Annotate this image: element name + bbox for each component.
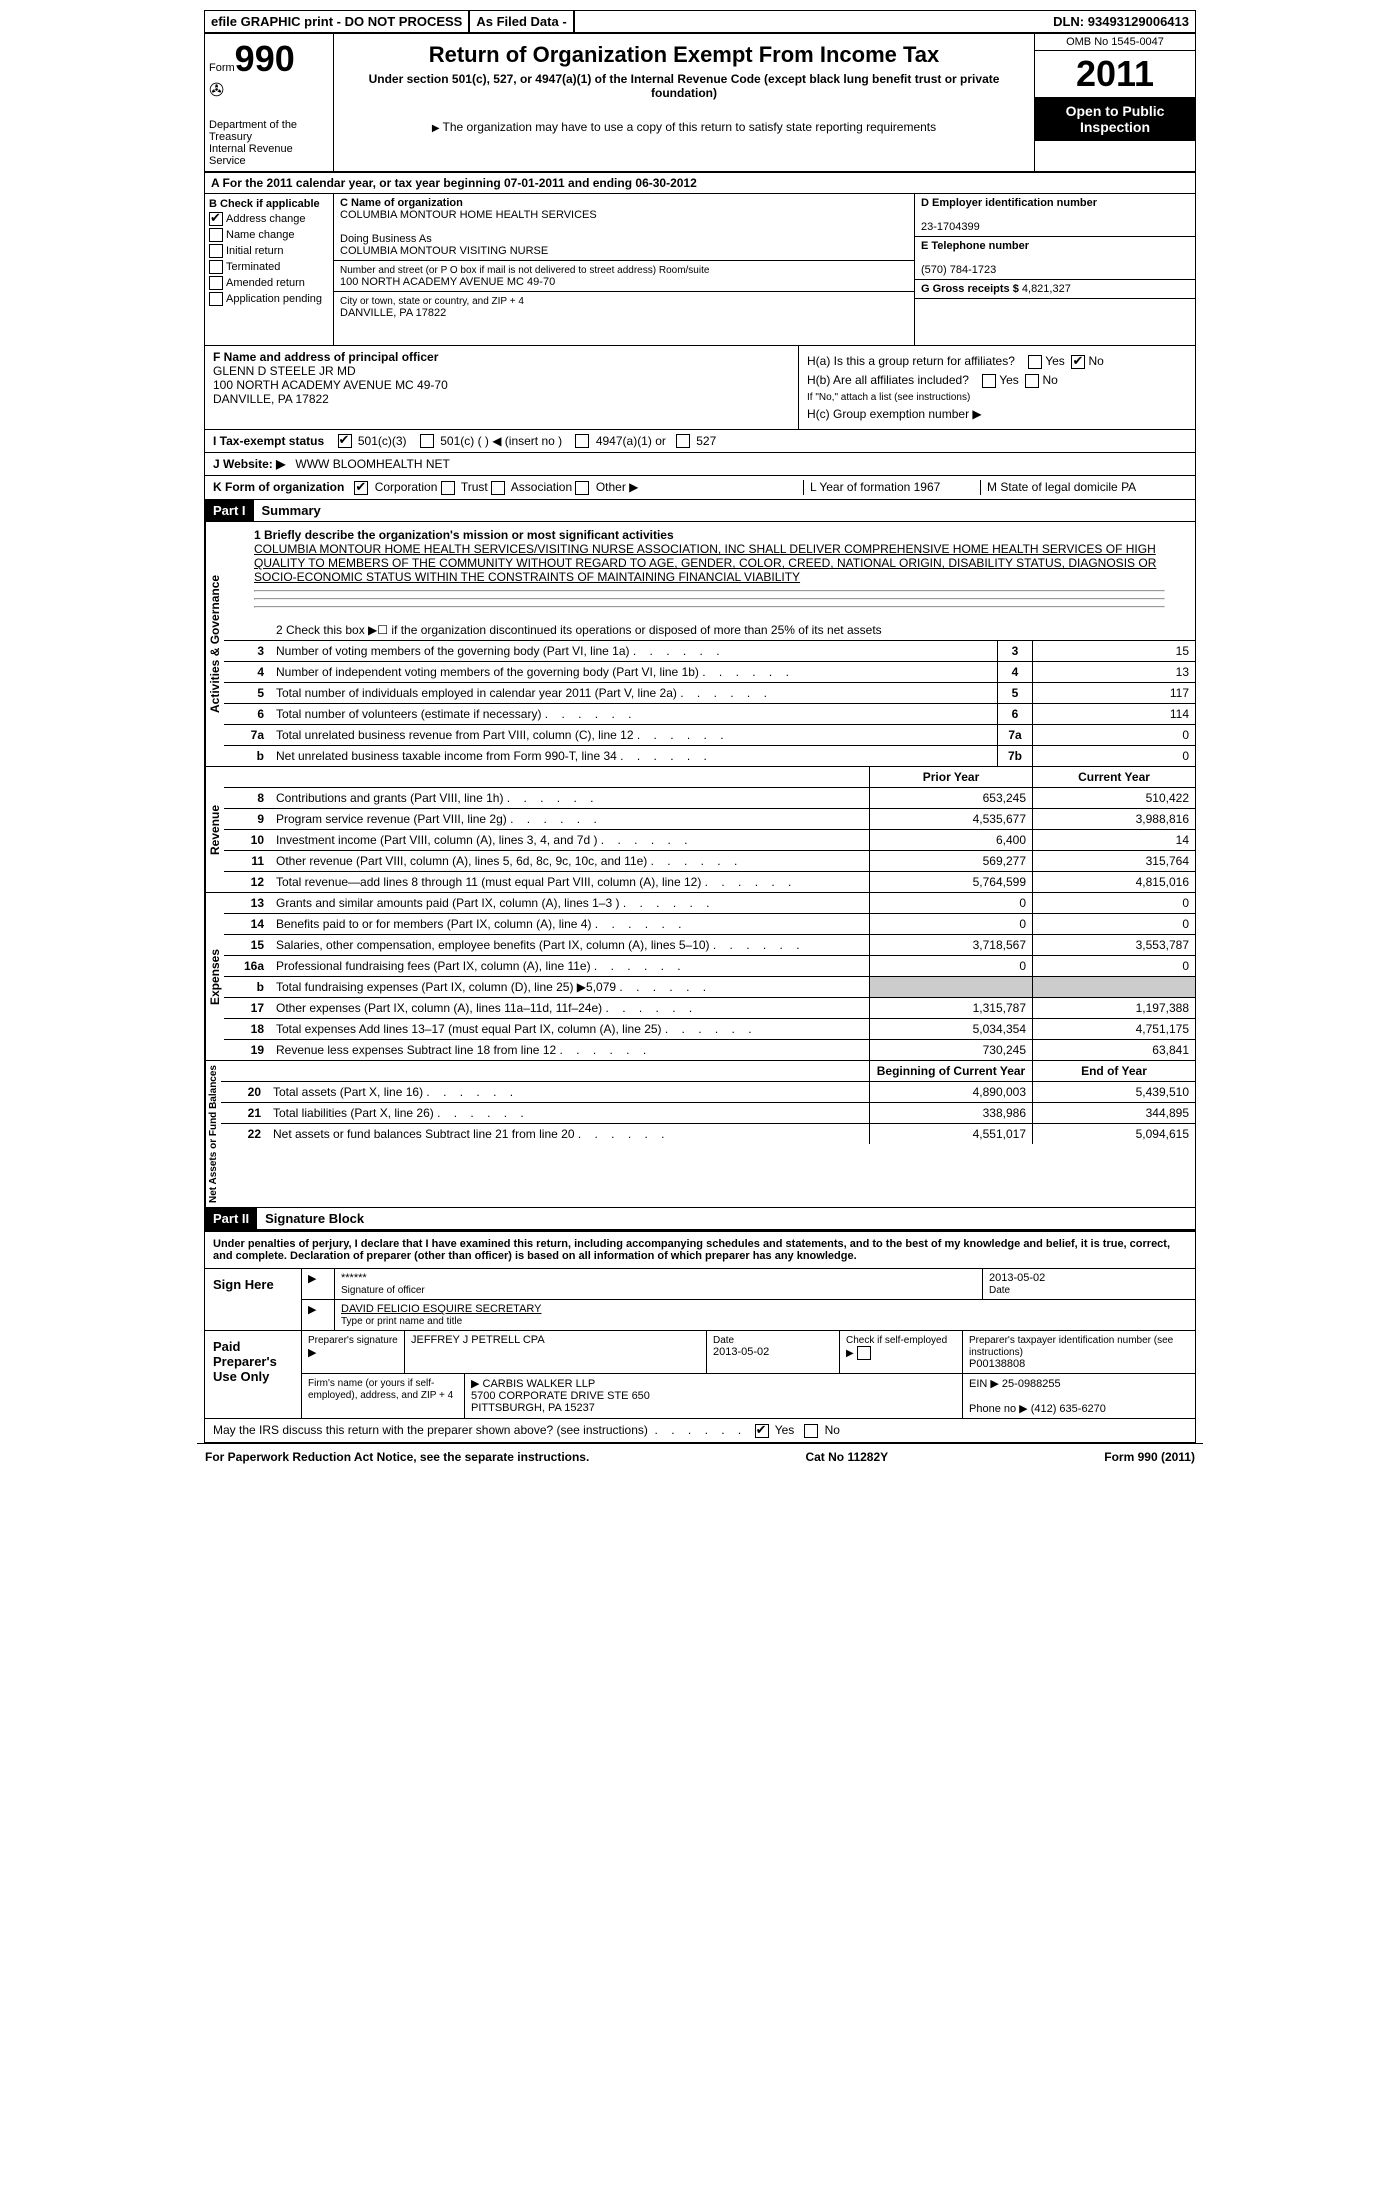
dept-treasury: Department of the Treasury Internal Reve… xyxy=(209,119,329,167)
gov-line: 5 Total number of individuals employed i… xyxy=(224,683,1195,704)
org-name: COLUMBIA MONTOUR HOME HEALTH SERVICES xyxy=(340,209,597,221)
data-line: 21 Total liabilities (Part X, line 26) 3… xyxy=(221,1103,1195,1124)
tax-year: 2011 xyxy=(1035,51,1195,97)
revenue-section: Revenue Prior Year Current Year 8 Contri… xyxy=(205,767,1195,893)
data-line: 14 Benefits paid to or for members (Part… xyxy=(224,914,1195,935)
section-fh: F Name and address of principal officer … xyxy=(205,346,1195,430)
data-line: 17 Other expenses (Part IX, column (A), … xyxy=(224,998,1195,1019)
data-line: b Total fundraising expenses (Part IX, c… xyxy=(224,977,1195,998)
data-line: 13 Grants and similar amounts paid (Part… xyxy=(224,893,1195,914)
gov-line: 7a Total unrelated business revenue from… xyxy=(224,725,1195,746)
data-line: 12 Total revenue—add lines 8 through 11 … xyxy=(224,872,1195,892)
section-b: B Check if applicable Address change Nam… xyxy=(205,194,334,345)
city-state-zip: DANVILLE, PA 17822 xyxy=(340,307,446,319)
row-j-website: J Website: ▶ WWW BLOOMHEALTH NET xyxy=(205,453,1195,476)
part1-header: Part ISummary xyxy=(205,500,1195,522)
telephone: (570) 784-1723 xyxy=(921,264,996,276)
data-line: 15 Salaries, other compensation, employe… xyxy=(224,935,1195,956)
part2-header: Part IISignature Block xyxy=(205,1208,1195,1230)
section-c: C Name of organization COLUMBIA MONTOUR … xyxy=(334,194,915,345)
data-line: 22 Net assets or fund balances Subtract … xyxy=(221,1124,1195,1144)
data-line: 18 Total expenses Add lines 13–17 (must … xyxy=(224,1019,1195,1040)
page-footer: For Paperwork Reduction Act Notice, see … xyxy=(197,1443,1203,1470)
data-line: 19 Revenue less expenses Subtract line 1… xyxy=(224,1040,1195,1060)
data-line: 8 Contributions and grants (Part VIII, l… xyxy=(224,788,1195,809)
section-bcd: B Check if applicable Address change Nam… xyxy=(205,194,1195,346)
form-subtitle: Under section 501(c), 527, or 4947(a)(1)… xyxy=(344,72,1024,100)
signature-block: Under penalties of perjury, I declare th… xyxy=(205,1230,1195,1442)
gov-line: 4 Number of independent voting members o… xyxy=(224,662,1195,683)
row-a-period: A For the 2011 calendar year, or tax yea… xyxy=(205,173,1195,194)
form-number: 990 xyxy=(235,38,295,79)
gov-line: b Net unrelated business taxable income … xyxy=(224,746,1195,766)
gov-line: 3 Number of voting members of the govern… xyxy=(224,641,1195,662)
section-d: D Employer identification number 23-1704… xyxy=(915,194,1195,345)
as-filed: As Filed Data - xyxy=(470,11,574,32)
form-title: Return of Organization Exempt From Incom… xyxy=(344,42,1024,68)
top-bar: efile GRAPHIC print - DO NOT PROCESS As … xyxy=(205,11,1195,34)
ein-value: 23-1704399 xyxy=(921,221,980,233)
expenses-section: Expenses 13 Grants and similar amounts p… xyxy=(205,893,1195,1061)
governance-section: Activities & Governance 1 Briefly descri… xyxy=(205,522,1195,767)
street-address: 100 NORTH ACADEMY AVENUE MC 49-70 xyxy=(340,276,555,288)
data-line: 9 Program service revenue (Part VIII, li… xyxy=(224,809,1195,830)
mission-text: COLUMBIA MONTOUR HOME HEALTH SERVICES/VI… xyxy=(254,542,1156,584)
data-line: 20 Total assets (Part X, line 16) 4,890,… xyxy=(221,1082,1195,1103)
dba-name: COLUMBIA MONTOUR VISITING NURSE xyxy=(340,245,548,257)
section-h: H(a) Is this a group return for affiliat… xyxy=(799,346,1195,429)
section-f: F Name and address of principal officer … xyxy=(205,346,799,429)
netassets-section: Net Assets or Fund Balances Beginning of… xyxy=(205,1061,1195,1208)
form-note: The organization may have to use a copy … xyxy=(344,120,1024,134)
gross-receipts: 4,821,327 xyxy=(1022,283,1071,295)
form-header: Form990 ✇ Department of the Treasury Int… xyxy=(205,34,1195,173)
row-k: K Form of organization Corporation Trust… xyxy=(205,476,1195,500)
gov-line: 6 Total number of volunteers (estimate i… xyxy=(224,704,1195,725)
data-line: 11 Other revenue (Part VIII, column (A),… xyxy=(224,851,1195,872)
open-inspection: Open to Public Inspection xyxy=(1035,97,1195,141)
data-line: 10 Investment income (Part VIII, column … xyxy=(224,830,1195,851)
efile-notice: efile GRAPHIC print - DO NOT PROCESS xyxy=(205,11,470,32)
row-i-status: I Tax-exempt status 501(c)(3) 501(c) ( )… xyxy=(205,430,1195,454)
dln: DLN: 93493129006413 xyxy=(1047,11,1195,32)
omb-number: OMB No 1545-0047 xyxy=(1035,34,1195,51)
form-page: efile GRAPHIC print - DO NOT PROCESS As … xyxy=(204,10,1196,1443)
data-line: 16a Professional fundraising fees (Part … xyxy=(224,956,1195,977)
